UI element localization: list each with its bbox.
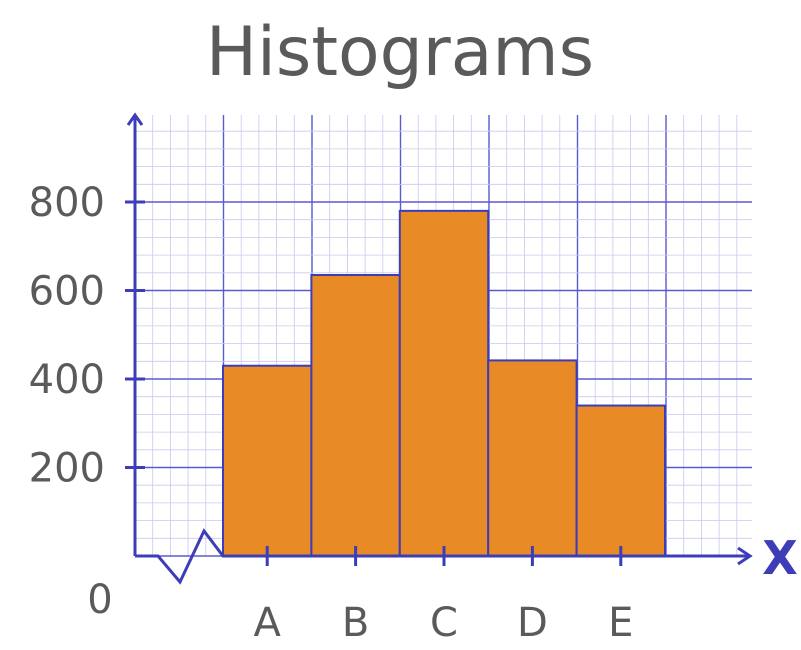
x-axis-name: X [762, 531, 797, 585]
x-category-label: B [342, 600, 369, 646]
bar-a [222, 364, 313, 557]
bars [222, 209, 666, 558]
bar-c [398, 209, 490, 557]
origin-label: 0 [87, 577, 112, 623]
y-tick-label: 800 [29, 180, 105, 226]
bar-d [487, 359, 578, 558]
x-axis-arrowhead [737, 546, 753, 566]
x-category-label: D [517, 600, 548, 646]
y-tick-label: 400 [29, 357, 105, 403]
bar-e [575, 404, 666, 557]
y-tick-label: 200 [29, 446, 105, 492]
x-category-label: C [430, 600, 458, 646]
axes [125, 112, 753, 585]
x-category-label: A [254, 600, 282, 646]
chart-title: Histograms [206, 13, 594, 92]
bar-b [310, 274, 401, 557]
y-axis-arrowhead [126, 112, 144, 126]
x-axis-line-with-break [135, 528, 748, 585]
labels: 200 400 600 800 A B C D E [29, 180, 634, 646]
y-tick-label: 600 [29, 269, 105, 315]
x-category-label: E [608, 600, 633, 646]
